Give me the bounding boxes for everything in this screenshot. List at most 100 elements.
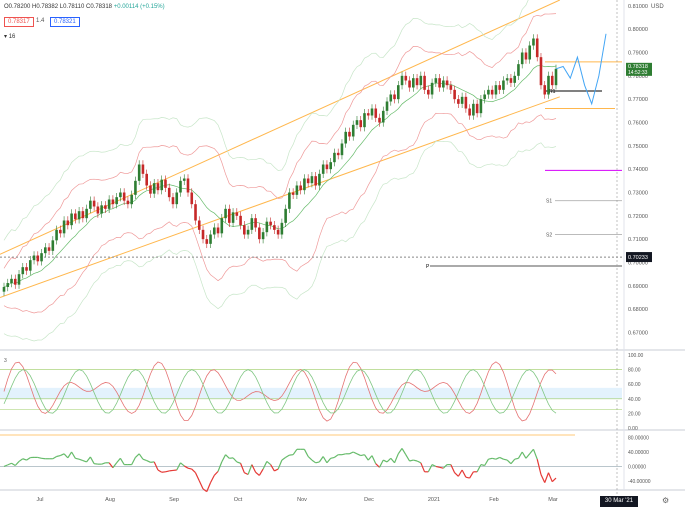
time-axis-label: Nov — [297, 497, 307, 503]
time-axis-label: Jul — [36, 497, 43, 503]
candle-body — [74, 213, 77, 220]
candle-body — [321, 164, 325, 174]
price-tick-label: 0.68000 — [628, 307, 648, 313]
candle-body — [2, 287, 6, 292]
momentum-segment — [232, 457, 238, 463]
candle-body — [205, 239, 209, 244]
candle-body — [449, 85, 453, 90]
momentum-segment — [551, 477, 557, 483]
momentum-segment — [311, 459, 317, 464]
forecast-path — [555, 33, 607, 106]
candle-body — [107, 199, 111, 209]
momentum-segment — [488, 457, 493, 460]
candle-body — [156, 183, 160, 191]
candle-body — [517, 64, 520, 76]
pivot-label-s1: S1 — [546, 199, 552, 205]
candle-body — [363, 113, 366, 128]
candle-body — [535, 38, 539, 58]
momentum-segment — [431, 464, 437, 467]
momentum-segment — [11, 462, 16, 467]
candle-body — [175, 192, 179, 205]
candle-body — [89, 200, 92, 209]
candle-body — [13, 278, 17, 285]
candle-body — [126, 200, 130, 205]
indicators-toggle[interactable]: ▾ 16 — [4, 34, 16, 40]
candle-body — [32, 255, 36, 261]
momentum-segment — [3, 464, 8, 467]
price-tick-label: 0.80000 — [628, 27, 648, 33]
candle-body — [314, 176, 317, 186]
candle-body — [475, 103, 479, 114]
stoch-tick-label: 20.00 — [628, 411, 641, 417]
momentum-segment — [510, 458, 516, 465]
candle-body — [468, 108, 471, 116]
current-price-value: 0.78318 — [628, 64, 648, 70]
candle-body — [130, 194, 133, 205]
candle-body — [430, 82, 434, 95]
candle-body — [434, 78, 438, 83]
buy-price-button[interactable]: 0.78321 — [50, 17, 80, 27]
candle-body — [111, 199, 115, 205]
momentum-segment — [525, 453, 531, 459]
candle-body — [355, 120, 359, 125]
stoch-tick-label: 60.00 — [628, 382, 641, 388]
momentum-segment — [37, 456, 42, 459]
candle-body — [438, 78, 441, 88]
candle-body — [197, 220, 201, 230]
momentum-segment — [363, 454, 369, 461]
momentum-segment — [183, 465, 189, 469]
candle-body — [149, 185, 152, 194]
momentum-segment — [367, 455, 373, 461]
momentum-segment — [439, 466, 444, 469]
momentum-segment — [270, 464, 275, 472]
stoch-k-line — [3, 361, 557, 422]
momentum-segment — [420, 462, 426, 473]
candle-body — [145, 173, 148, 186]
candle-body — [77, 211, 81, 220]
candle-body — [291, 192, 295, 195]
momentum-segment — [378, 459, 384, 468]
candle-body — [182, 178, 186, 181]
candle-body — [505, 78, 509, 81]
momentum-segment — [427, 464, 433, 473]
candle-body — [381, 110, 385, 123]
candle-body — [81, 211, 85, 219]
candle-body — [400, 75, 404, 86]
price-tick-label: 0.67000 — [628, 331, 648, 337]
candle-body — [194, 204, 197, 221]
middle-band-line — [3, 65, 557, 288]
candle-body — [137, 164, 141, 181]
candle-body — [190, 192, 194, 205]
time-axis-label: Mar — [548, 497, 558, 503]
momentum-segment — [116, 457, 121, 464]
momentum-segment — [251, 464, 257, 473]
momentum-segment — [435, 465, 440, 468]
candle-body — [396, 85, 400, 100]
sell-price-button[interactable]: 0.78317 — [4, 17, 34, 27]
candle-body — [490, 89, 494, 95]
momentum-segment — [517, 451, 523, 459]
candle-body — [325, 164, 329, 170]
candle-body — [374, 108, 378, 118]
candle-body — [265, 221, 269, 233]
candle-body — [472, 103, 475, 116]
candle-body — [539, 57, 543, 86]
momentum-segment — [521, 451, 527, 459]
candle-body — [295, 185, 299, 195]
momentum-segment — [206, 482, 212, 492]
momentum-tick-label: 40.00000 — [628, 450, 649, 456]
momentum-segment — [492, 457, 497, 460]
candle-body — [119, 192, 122, 198]
pivot-label-s2: S2 — [546, 233, 552, 239]
gear-icon[interactable]: ⚙ — [662, 496, 670, 505]
candle-body — [21, 267, 25, 275]
candle-body — [359, 120, 363, 128]
momentum-segment — [262, 461, 268, 470]
stoch-zone — [0, 387, 622, 399]
candle-body — [513, 75, 516, 83]
momentum-segment — [258, 468, 264, 476]
candle-body — [228, 208, 231, 223]
candle-body — [310, 176, 314, 184]
candle-body — [445, 80, 449, 86]
